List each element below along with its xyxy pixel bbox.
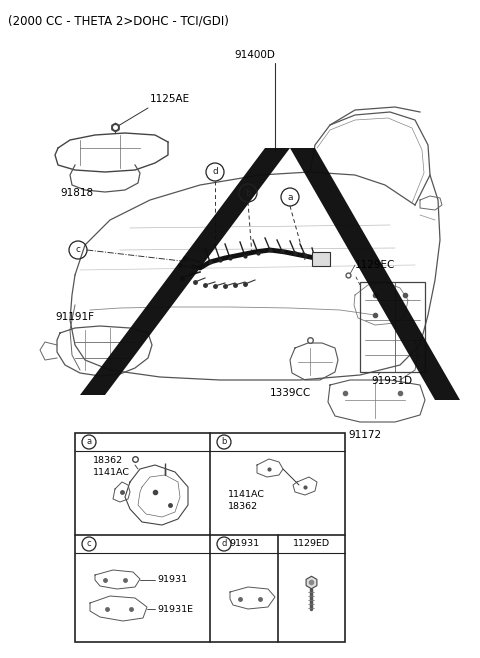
Text: c: c [75,245,81,255]
Text: d: d [221,540,227,549]
Text: 1141AC: 1141AC [93,468,130,477]
Text: a: a [287,193,293,201]
Bar [312,252,330,266]
Text: 91931D: 91931D [372,376,413,386]
Text: 1129EC: 1129EC [355,260,396,270]
Text: 1339CC: 1339CC [269,388,311,398]
Text: 91172: 91172 [348,430,382,440]
Text: c: c [87,540,91,549]
Polygon shape [290,148,460,400]
Bar [75,433,345,642]
Text: 91400D: 91400D [235,50,276,60]
Polygon shape [80,148,290,395]
Text: 91191F: 91191F [55,312,94,322]
Text: 91931: 91931 [229,540,259,549]
Text: 18362: 18362 [228,502,258,511]
Text: 91931: 91931 [157,576,187,584]
Text: 1141AC: 1141AC [228,490,265,499]
Text: 91931E: 91931E [157,605,193,613]
Bar [360,282,425,372]
Text: (2000 CC - THETA 2>DOHC - TCI/GDI): (2000 CC - THETA 2>DOHC - TCI/GDI) [8,14,229,27]
Text: 91818: 91818 [60,188,93,198]
Text: 1129ED: 1129ED [293,540,330,549]
Text: b: b [245,188,251,197]
Text: 1125AE: 1125AE [150,94,190,104]
Text: 18362: 18362 [93,456,123,465]
Text: d: d [212,168,218,176]
Text: a: a [86,438,92,447]
Text: b: b [221,438,227,447]
